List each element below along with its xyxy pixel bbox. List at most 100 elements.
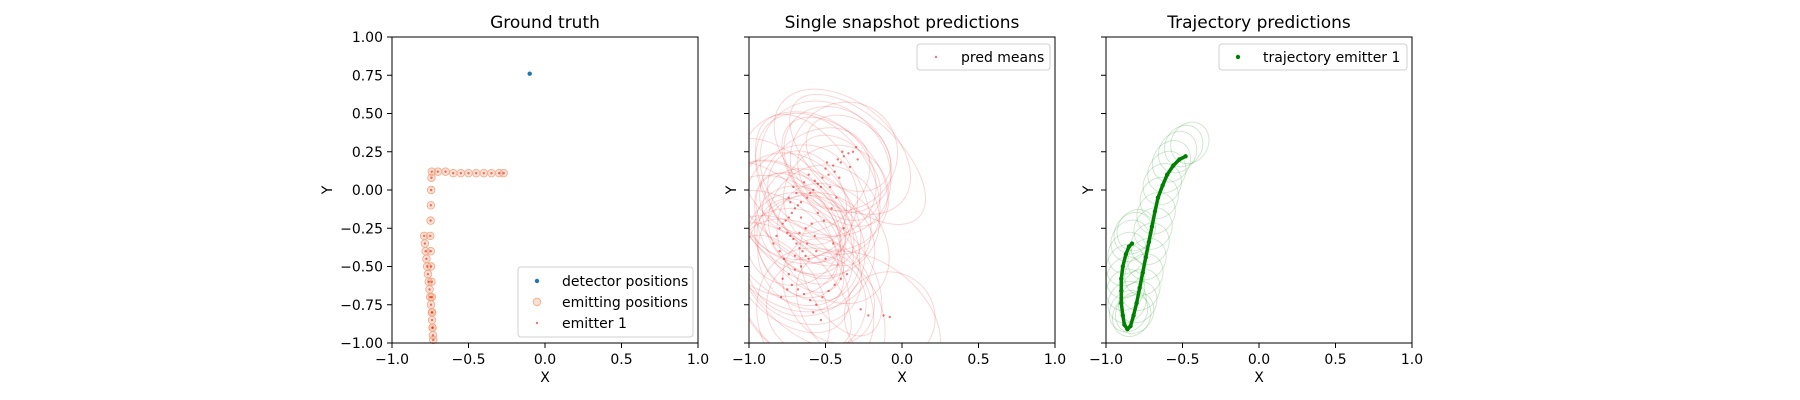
- pred-means-point: [859, 308, 862, 311]
- trajectory-emitter-1-point: [1146, 239, 1152, 245]
- pred-uncertainty-ellipse: [767, 164, 881, 277]
- y-tick-label: 0.25: [352, 145, 383, 161]
- trajectory-uncertainty-ellipse: [1116, 208, 1156, 252]
- pred-uncertainty-ellipse: [749, 222, 852, 343]
- pred-means-point: [839, 161, 842, 164]
- pred-means-point: [833, 170, 836, 173]
- pred-means-point: [810, 222, 813, 225]
- pred-means-point: [842, 155, 846, 158]
- pred-means-point: [841, 150, 844, 153]
- pred-uncertainty-ellipse: [754, 172, 845, 293]
- pred-means-point: [819, 185, 823, 189]
- x-tick-label: −1.0: [375, 352, 409, 368]
- pred-uncertainty-ellipse: [773, 88, 912, 215]
- pred-uncertainty-ellipse: [756, 198, 843, 299]
- snapshot-ylabel: Y: [724, 185, 740, 195]
- pred-means-point: [825, 161, 829, 164]
- emitter-1-point: [430, 176, 433, 179]
- pred-uncertainty-ellipse: [789, 93, 926, 225]
- trajectory-emitter-1-point: [1152, 209, 1158, 214]
- pred-means-point: [793, 207, 797, 210]
- snapshot-xlabel: X: [897, 370, 907, 386]
- emitter-1-point: [452, 171, 455, 175]
- trajectory-emitter-1-point: [1119, 288, 1124, 294]
- emitter-1-point: [431, 311, 434, 314]
- panel-single-snapshot: −1.0 −0.5 0.0 0.5 1.0 Single snapshot predic…: [724, 13, 1066, 386]
- pred-uncertainty-ellipse: [749, 159, 854, 307]
- x-tick-label: 0.0: [1248, 352, 1270, 368]
- pred-uncertainty-ellipse: [783, 144, 890, 251]
- pred-means-point: [778, 250, 781, 253]
- emitter-1-point: [467, 171, 470, 175]
- pred-uncertainty-ellipse: [749, 218, 875, 343]
- trajectory-uncertainty-ellipse: [1124, 253, 1164, 296]
- pred-uncertainty-ellipse: [756, 247, 886, 343]
- panel-trajectory: −1.0 −0.5 0.0 0.5 1.0 Trajectory predictions…: [1081, 13, 1423, 386]
- emitter-1-point: [430, 295, 433, 299]
- pred-means-point: [816, 211, 820, 215]
- pred-means-point: [813, 179, 816, 183]
- pred-uncertainty-ellipse: [797, 134, 882, 221]
- legend-label-pred-means: pred means: [961, 50, 1044, 66]
- pred-means-point: [789, 201, 792, 204]
- pred-means-point: [833, 283, 836, 287]
- pred-means-point: [816, 182, 820, 186]
- emitter-1-point: [436, 170, 440, 173]
- emitter-1-point: [423, 242, 427, 245]
- x-tick-label: 0.0: [891, 352, 913, 368]
- pred-means-point: [798, 231, 801, 235]
- x-tick-label: 0.5: [1324, 352, 1346, 368]
- legend-marker-trajectory-emitter-1: [1235, 54, 1241, 60]
- pred-uncertainty-ellipse: [749, 234, 831, 343]
- pred-means-point: [809, 298, 812, 302]
- pred-means-point: [775, 234, 778, 238]
- trajectory-uncertainty-ellipse: [1106, 268, 1146, 311]
- x-tick-label: 1.0: [1401, 352, 1423, 368]
- emitter-1-point: [429, 219, 432, 222]
- x-tick-label: −1.0: [732, 352, 766, 368]
- emitter-1-point: [490, 171, 493, 175]
- emitter-1-point: [425, 257, 428, 261]
- pred-means-point: [790, 211, 794, 215]
- trajectory-uncertainty-ellipse: [1107, 231, 1147, 275]
- emitter-1-point: [430, 280, 433, 283]
- pred-uncertainty-ellipse: [754, 185, 861, 302]
- emitter-1-point: [431, 334, 435, 337]
- x-tick-label: 0.5: [967, 352, 989, 368]
- trajectory-emitter-1-point: [1126, 244, 1132, 249]
- trajectory-emitter-1-point: [1123, 252, 1129, 257]
- pred-means-point: [778, 227, 781, 230]
- trajectory-uncertainty-ellipse: [1151, 140, 1192, 183]
- pred-means-point: [842, 227, 846, 230]
- trajectory-xlabel: X: [1254, 370, 1264, 386]
- pred-means-point: [830, 207, 833, 210]
- pred-uncertainty-ellipse: [754, 113, 872, 267]
- pred-uncertainty-ellipse: [795, 250, 941, 343]
- emitter-1-point: [482, 171, 485, 175]
- y-tick-label: −0.50: [340, 260, 383, 276]
- emitter-1-point: [502, 171, 505, 175]
- pred-means-point: [828, 185, 832, 189]
- pred-uncertainty-ellipse: [761, 168, 862, 280]
- legend-label-detector-positions: detector positions: [562, 274, 688, 290]
- pred-means-point: [824, 257, 827, 261]
- legend-marker-pred-means: [934, 55, 938, 59]
- trajectory-uncertainty-ellipse: [1111, 294, 1152, 337]
- pred-means-point: [790, 283, 794, 287]
- x-tick-label: −1.0: [1089, 352, 1123, 368]
- legend-marker-detector-positions: [534, 278, 540, 284]
- y-tick-label: −0.25: [340, 221, 383, 237]
- pred-means-point: [787, 196, 790, 199]
- pred-means-point: [795, 191, 798, 195]
- pred-means-point: [805, 242, 809, 245]
- pred-means-point: [821, 295, 824, 299]
- pred-means-point: [782, 257, 786, 261]
- pred-means-point: [784, 219, 787, 222]
- pred-means-point: [848, 165, 852, 169]
- pred-uncertainty-ellipse: [749, 215, 850, 334]
- pred-uncertainty-ellipse: [759, 127, 871, 235]
- ground-truth-xlabel: X: [540, 370, 550, 386]
- pred-means-point: [792, 237, 795, 241]
- legend-marker-emitter-1: [535, 321, 539, 325]
- emitter-1-point: [424, 250, 427, 253]
